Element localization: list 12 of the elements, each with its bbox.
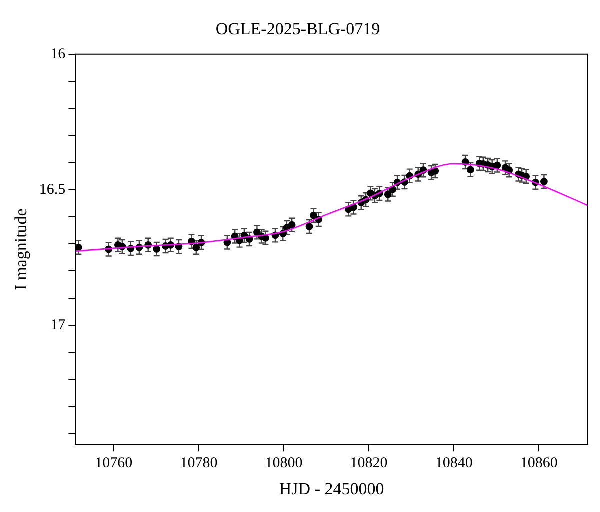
- x-tick-label: 10780: [180, 456, 218, 472]
- y-axis-title: I magnitude: [12, 208, 31, 290]
- x-tick-label: 10840: [435, 456, 473, 472]
- y-tick-label: 16.5: [39, 182, 66, 198]
- y-tick-label: 17: [50, 317, 66, 334]
- x-tick-label: 10860: [520, 456, 558, 472]
- y-tick-label: 16: [50, 46, 66, 62]
- x-tick-label: 10760: [95, 456, 133, 472]
- chart-title: OGLE-2025-BLG-0719: [216, 20, 380, 39]
- x-tick-label: 10800: [265, 456, 303, 472]
- x-tick-label: 10820: [350, 456, 388, 472]
- x-axis-title: HJD - 2450000: [279, 479, 384, 498]
